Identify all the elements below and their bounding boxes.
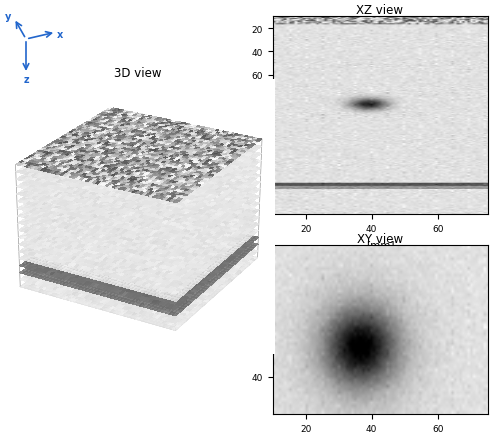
X-axis label: [mm]: [mm] — [366, 239, 394, 249]
Title: XZ view: XZ view — [356, 4, 404, 17]
Y-axis label: [mm]: [mm] — [230, 102, 240, 130]
Title: 3D view: 3D view — [114, 67, 161, 80]
Y-axis label: [mm]: [mm] — [236, 316, 246, 344]
Text: z: z — [23, 75, 29, 85]
Text: x: x — [57, 30, 64, 40]
Title: XY view: XY view — [357, 232, 403, 245]
Text: y: y — [5, 12, 11, 22]
